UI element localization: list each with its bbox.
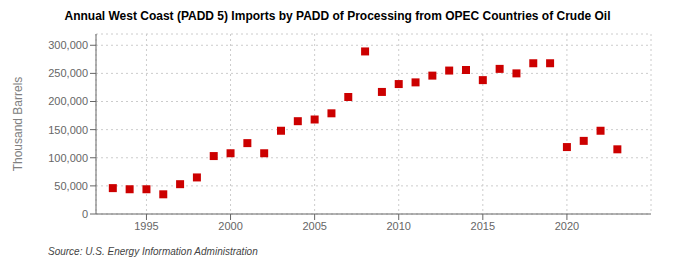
svg-text:2000: 2000 [218,220,242,232]
svg-text:300,000: 300,000 [48,39,88,51]
html-text:Source: U.S. Energy Informatio: Source: U.S. Energy Information Administ… [48,246,258,257]
svg-text:150,000: 150,000 [48,124,88,136]
svg-text:1995: 1995 [134,220,158,232]
html-text:Annual West Coast (PADD 5) Imp: Annual West Coast (PADD 5) Imports by PA… [64,9,611,23]
svg-text:Thousand Barrels: Thousand Barrels [11,77,25,172]
svg-text:2020: 2020 [555,220,579,232]
svg-text:2015: 2015 [471,220,495,232]
svg-text:0: 0 [82,208,88,220]
svg-text:250,000: 250,000 [48,67,88,79]
svg-text:50,000: 50,000 [54,180,88,192]
svg-text:2010: 2010 [386,220,410,232]
svg-text:100,000: 100,000 [48,152,88,164]
svg-text:200,000: 200,000 [48,95,88,107]
svg-text:2005: 2005 [302,220,326,232]
